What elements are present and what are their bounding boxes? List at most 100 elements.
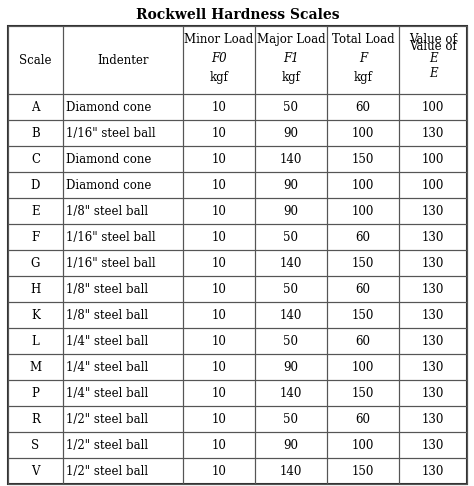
Bar	[255, 458, 327, 484]
Text: P: P	[32, 386, 39, 399]
Text: 1/8" steel ball: 1/8" steel ball	[66, 309, 148, 322]
Bar	[63, 406, 183, 432]
Text: 150: 150	[352, 153, 374, 166]
Text: 10: 10	[211, 438, 227, 451]
Text: S: S	[31, 438, 39, 451]
Text: Rockwell Hardness Scales: Rockwell Hardness Scales	[136, 8, 339, 22]
Bar	[255, 276, 327, 302]
Text: kgf: kgf	[210, 70, 228, 84]
Bar	[8, 172, 63, 198]
Text: Minor Load: Minor Load	[184, 33, 254, 46]
Text: 50: 50	[283, 334, 299, 347]
Text: 10: 10	[211, 153, 227, 166]
Text: 150: 150	[352, 257, 374, 270]
Text: 50: 50	[283, 101, 299, 114]
Bar	[8, 406, 63, 432]
Text: 50: 50	[283, 282, 299, 295]
Text: 10: 10	[211, 101, 227, 114]
Text: 10: 10	[211, 413, 227, 426]
Bar	[183, 94, 255, 120]
Bar	[8, 302, 63, 328]
Text: 100: 100	[352, 361, 374, 374]
Text: D: D	[31, 178, 40, 191]
Bar	[327, 380, 399, 406]
Text: 130: 130	[422, 309, 444, 322]
Text: 90: 90	[283, 178, 299, 191]
Bar	[327, 302, 399, 328]
Bar	[255, 328, 327, 354]
Bar	[255, 406, 327, 432]
Text: 1/4" steel ball: 1/4" steel ball	[66, 334, 148, 347]
Bar	[8, 26, 63, 94]
Text: M: M	[29, 361, 42, 374]
Bar	[399, 198, 467, 224]
Text: Major Load: Major Load	[257, 33, 325, 46]
Text: 90: 90	[283, 361, 299, 374]
Bar	[183, 250, 255, 276]
Text: 60: 60	[356, 413, 371, 426]
Text: 1/8" steel ball: 1/8" steel ball	[66, 282, 148, 295]
Bar	[183, 224, 255, 250]
Text: C: C	[31, 153, 40, 166]
Bar	[183, 276, 255, 302]
Bar	[399, 354, 467, 380]
Text: 1/16" steel ball: 1/16" steel ball	[66, 126, 155, 139]
Text: 1/2" steel ball: 1/2" steel ball	[66, 465, 148, 478]
Bar	[255, 250, 327, 276]
Text: 100: 100	[422, 153, 444, 166]
Bar	[63, 26, 183, 94]
Bar	[327, 224, 399, 250]
Bar	[255, 302, 327, 328]
Bar	[399, 458, 467, 484]
Bar	[255, 172, 327, 198]
Bar	[255, 94, 327, 120]
Text: Indenter: Indenter	[97, 53, 149, 67]
Text: 90: 90	[283, 126, 299, 139]
Text: E: E	[428, 52, 438, 65]
Text: Value of: Value of	[409, 40, 457, 53]
Text: 10: 10	[211, 205, 227, 218]
Bar	[399, 26, 467, 94]
Text: 100: 100	[352, 178, 374, 191]
Text: 130: 130	[422, 465, 444, 478]
Text: 50: 50	[283, 230, 299, 243]
Bar	[8, 354, 63, 380]
Bar	[8, 224, 63, 250]
Bar	[63, 380, 183, 406]
Text: Total Load: Total Load	[332, 33, 394, 46]
Bar	[255, 198, 327, 224]
Bar	[183, 354, 255, 380]
Bar	[399, 120, 467, 146]
Bar	[63, 250, 183, 276]
Bar	[183, 458, 255, 484]
Text: 10: 10	[211, 361, 227, 374]
Bar	[327, 458, 399, 484]
Bar	[399, 94, 467, 120]
Bar	[327, 406, 399, 432]
Bar	[8, 250, 63, 276]
Bar	[399, 146, 467, 172]
Text: 140: 140	[280, 309, 302, 322]
Bar	[399, 172, 467, 198]
Bar	[183, 198, 255, 224]
Text: 130: 130	[422, 257, 444, 270]
Bar	[399, 380, 467, 406]
Bar	[183, 172, 255, 198]
Text: 60: 60	[356, 334, 371, 347]
Text: 60: 60	[356, 282, 371, 295]
Bar	[63, 94, 183, 120]
Text: Value of: Value of	[409, 33, 457, 46]
Bar	[63, 458, 183, 484]
Bar	[63, 172, 183, 198]
Bar	[183, 120, 255, 146]
Text: A: A	[31, 101, 40, 114]
Bar	[63, 354, 183, 380]
Text: 150: 150	[352, 386, 374, 399]
Text: 100: 100	[352, 438, 374, 451]
Text: kgf: kgf	[354, 70, 373, 84]
Text: 10: 10	[211, 126, 227, 139]
Text: 90: 90	[283, 205, 299, 218]
Bar	[8, 276, 63, 302]
Bar	[399, 432, 467, 458]
Text: F: F	[359, 52, 367, 65]
